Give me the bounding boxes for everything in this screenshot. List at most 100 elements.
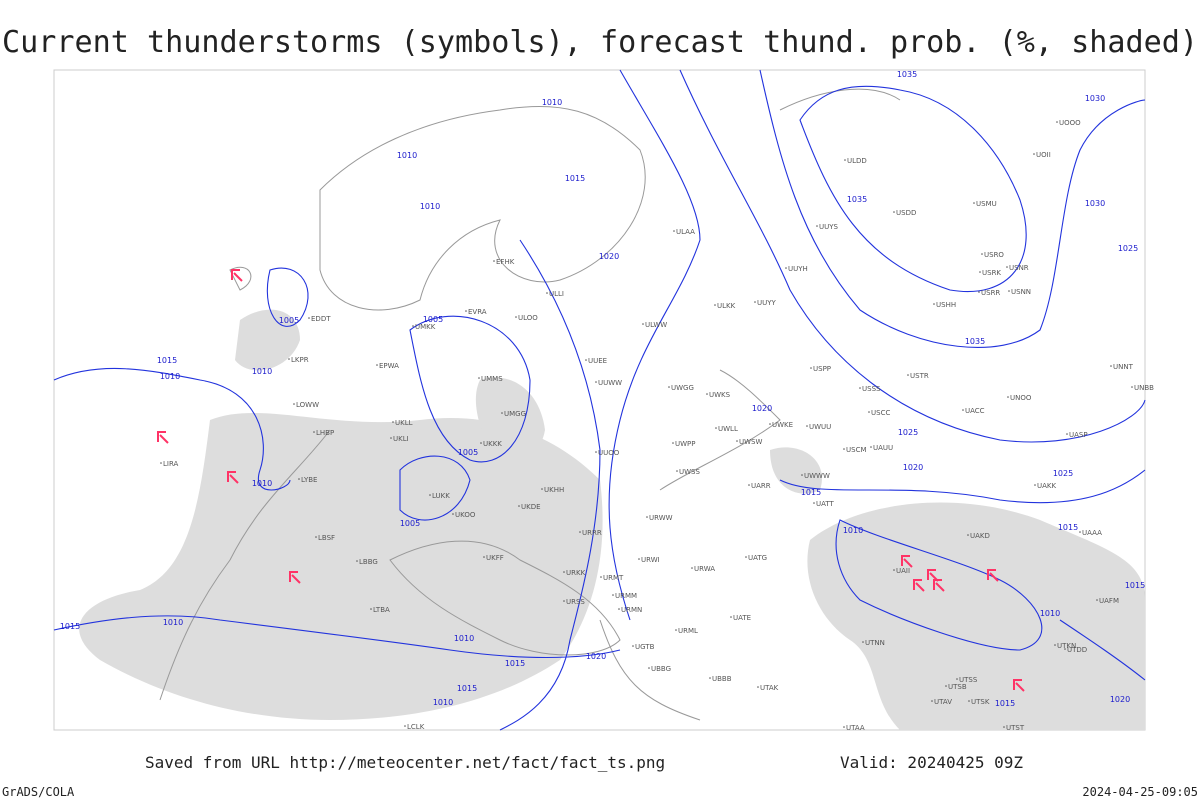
station-dot — [618, 608, 620, 610]
station-dot — [748, 484, 750, 486]
station-label: USHH — [936, 301, 956, 309]
station-dot — [404, 725, 406, 727]
station-dot — [612, 594, 614, 596]
station-label: UAII — [896, 567, 910, 575]
station-dot — [862, 641, 864, 643]
station-label: URML — [678, 627, 698, 635]
isobar-label: 1035 — [897, 70, 917, 79]
station-label: UKOO — [455, 511, 476, 519]
station-label: URWA — [694, 565, 715, 573]
coastlines — [159, 88, 901, 721]
station-label: UTSS — [959, 676, 978, 684]
station-label: UTSK — [971, 698, 990, 706]
station-dot — [646, 516, 648, 518]
station-label: USTR — [910, 372, 929, 380]
station-dot — [541, 488, 543, 490]
thunderstorm-symbols — [157, 269, 1025, 692]
station-label: UAUU — [873, 444, 893, 452]
isobar-label: 1015 — [505, 659, 525, 668]
station-label: UTST — [1006, 724, 1025, 732]
station-dot — [579, 531, 581, 533]
station-label: EFHK — [496, 258, 515, 266]
map: EFHK ULLI ULOO EVRA UMKK EPWA UMMS UMGG UKKK UKLL… — [53, 69, 1154, 732]
station-dot — [392, 421, 394, 423]
station-dot — [595, 451, 597, 453]
station-dot — [973, 202, 975, 204]
isobar-labels: 1035 1030 1010 1010 1015 1010 1035 1030 1025 1020… — [60, 70, 1145, 708]
station-label: UOOO — [1059, 119, 1081, 127]
station-dot — [308, 317, 310, 319]
station-dot — [673, 230, 675, 232]
station-label: UAFM — [1099, 597, 1119, 605]
station-label: ULKK — [717, 302, 736, 310]
station-label: LBBG — [359, 558, 378, 566]
station-dot — [478, 377, 480, 379]
station-dot — [870, 446, 872, 448]
station-dot — [515, 316, 517, 318]
station-label: UWWW — [804, 472, 830, 480]
station-dot — [1008, 290, 1010, 292]
isobar-label: 1035 — [965, 337, 985, 346]
isobar-label: 1005 — [400, 519, 420, 528]
station-label: UUYY — [757, 299, 777, 307]
station-dot — [676, 470, 678, 472]
station-dot — [813, 502, 815, 504]
station-label: USRR — [981, 289, 1000, 297]
source-url: Saved from URL http://meteocenter.net/fa… — [145, 753, 665, 772]
station-label: UTSB — [948, 683, 967, 691]
station-dot — [1110, 365, 1112, 367]
station-label: URWW — [649, 514, 673, 522]
isobar-label: 1020 — [903, 463, 923, 472]
station-dot — [370, 608, 372, 610]
station-label: LYBE — [301, 476, 317, 484]
station-label: LTBA — [373, 606, 390, 614]
station-label: USRO — [984, 251, 1004, 259]
station-label: USSS — [862, 385, 881, 393]
station-label: EPWA — [379, 362, 399, 370]
station-dot — [714, 304, 716, 306]
station-dot — [1066, 433, 1068, 435]
station-dot — [968, 700, 970, 702]
station-dot — [715, 427, 717, 429]
isobar-label: 1010 — [433, 698, 453, 707]
station-label: EDDT — [311, 315, 331, 323]
isobar-label: 1010 — [1040, 609, 1060, 618]
station-label: UWKE — [772, 421, 793, 429]
station-dot — [638, 558, 640, 560]
station-dot — [844, 159, 846, 161]
station-dot — [668, 386, 670, 388]
station-label: ULLI — [549, 290, 564, 298]
station-label: UWGG — [671, 384, 694, 392]
station-label: UARR — [751, 482, 771, 490]
station-label: UKFF — [486, 554, 504, 562]
station-label: USRK — [982, 269, 1001, 277]
station-dot — [754, 301, 756, 303]
isobar-label: 1020 — [752, 404, 772, 413]
station-label: LIRA — [163, 460, 179, 468]
station-dot — [1096, 599, 1098, 601]
isobar-label: 1015 — [1125, 581, 1145, 590]
station-label: ULWW — [645, 321, 667, 329]
station-label: UBBG — [651, 665, 671, 673]
station-dot — [160, 462, 162, 464]
isobar-label: 1015 — [457, 684, 477, 693]
isobar-label: 1015 — [157, 356, 177, 365]
station-dot — [806, 425, 808, 427]
station-dot — [298, 478, 300, 480]
station-label: UATG — [748, 554, 767, 562]
station-dot — [1131, 386, 1133, 388]
station-dot — [1033, 153, 1035, 155]
station-label: UUOO — [598, 449, 620, 457]
station-label: UTAV — [934, 698, 952, 706]
station-dot — [585, 359, 587, 361]
station-dot — [945, 685, 947, 687]
station-dot — [600, 576, 602, 578]
isobar-label: 1010 — [252, 479, 272, 488]
station-dot — [501, 412, 503, 414]
station-dot — [868, 411, 870, 413]
station-label: UAAA — [1082, 529, 1102, 537]
station-dot — [315, 536, 317, 538]
station-label: USNR — [1009, 264, 1029, 272]
station-dot — [931, 700, 933, 702]
station-label: URSS — [566, 598, 585, 606]
